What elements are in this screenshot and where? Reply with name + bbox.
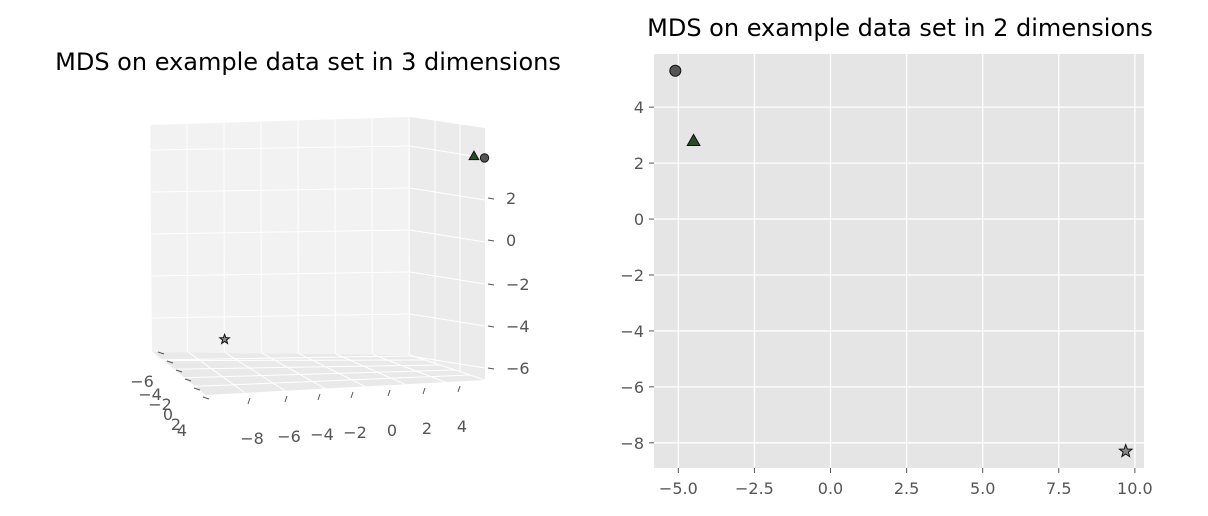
pane-gridline <box>149 271 411 277</box>
floor-gridline <box>183 369 456 379</box>
floor-gridline <box>188 352 246 394</box>
z-tick-label: −2 <box>506 275 530 294</box>
z-tick-label: 2 <box>506 189 516 208</box>
y-tick-label: −2 <box>620 266 644 285</box>
y-tick-label: −6 <box>130 372 154 391</box>
point-star <box>1118 443 1134 458</box>
pane-gridline <box>149 187 411 193</box>
y-tick-label: −8 <box>620 434 644 453</box>
floor-gridline <box>336 353 406 385</box>
x-tick-mark <box>350 391 354 399</box>
y-tick-mark <box>166 360 174 364</box>
y-tick-mark <box>157 351 165 355</box>
chart-2d-title: MDS on example data set in 2 dimensions <box>647 14 1153 42</box>
x-tick-label: −2 <box>343 423 367 442</box>
x-tick-mark <box>387 389 391 397</box>
y-tick-label: 4 <box>634 98 644 117</box>
grid-2d <box>654 54 1144 468</box>
ticks-2d: −5.0 −2.5 0.0 2.5 5.0 7.5 10.0 4 2 0 −2 −4 −6 −8 <box>620 98 1152 498</box>
pane-gridline <box>409 313 486 327</box>
floor-gridline <box>372 354 446 383</box>
grid-3d <box>149 117 486 396</box>
x-tick-label: −5.0 <box>659 479 698 498</box>
x-tick-label: 10.0 <box>1117 479 1153 498</box>
pane-gridline <box>149 145 411 151</box>
chart-2d: MDS on example data set in 2 dimensions … <box>620 14 1152 498</box>
pane-gridline <box>149 355 411 361</box>
x-tick-mark <box>284 395 288 403</box>
pane-gridline <box>409 271 486 285</box>
z-tick-label: −6 <box>506 359 530 378</box>
x-tick-mark <box>457 385 461 393</box>
back-pane <box>150 117 410 355</box>
floor-gridline <box>409 354 486 381</box>
floor-gridline <box>173 364 441 370</box>
floor-gridline <box>299 353 366 387</box>
z-tick-mark <box>487 239 495 242</box>
z-tick-mark <box>487 325 495 328</box>
floor-gridline <box>162 359 426 362</box>
y-tick-label: −4 <box>138 385 162 404</box>
y-tick-mark <box>184 378 192 382</box>
x-tick-label: 2.5 <box>894 479 919 498</box>
point3d-star <box>218 332 231 345</box>
chart-3d-title: MDS on example data set in 3 dimensions <box>55 48 561 76</box>
x-tick-label: 2 <box>422 419 432 438</box>
z-tick-label: −4 <box>506 317 530 336</box>
z-tick-mark <box>487 283 495 286</box>
y-tick-label: 0 <box>634 210 644 229</box>
x-tick-mark <box>422 387 426 395</box>
y-tick-label: −2 <box>148 395 172 414</box>
x-tick-label: 4 <box>457 417 467 436</box>
x-tick-label: −4 <box>310 425 334 444</box>
x-tick-mark <box>247 397 251 405</box>
marks-3d <box>218 150 490 345</box>
y-tick-label: 2 <box>634 154 644 173</box>
x-tick-label: −6 <box>277 427 301 446</box>
point3d-circle <box>479 153 490 163</box>
x-tick-label: 0.0 <box>818 479 843 498</box>
y-tick-mark <box>202 396 210 400</box>
pane-gridline <box>409 229 486 243</box>
point-circle <box>669 64 682 77</box>
z-tick-label: 0 <box>506 231 516 250</box>
y-tick-label: 2 <box>171 415 181 434</box>
marks-2d <box>669 64 1134 458</box>
floor-gridline <box>225 352 286 392</box>
floor-gridline <box>194 374 471 387</box>
pane-gridline <box>409 355 486 369</box>
point-triangle <box>686 133 701 146</box>
y-tick-label: 0 <box>163 405 173 424</box>
plot-area <box>654 54 1144 468</box>
y-tick-label: −4 <box>620 322 644 341</box>
x-tick-label: 0 <box>387 421 397 440</box>
z-tick-mark <box>487 197 495 200</box>
floor-gridline <box>262 352 326 390</box>
y-tick-label: 4 <box>177 421 187 440</box>
x-tick-label: 5.0 <box>970 479 995 498</box>
x-tick-mark <box>317 393 321 401</box>
pane-gridline <box>149 313 411 319</box>
pane-gridline <box>409 187 486 201</box>
point3d-triangle <box>468 150 480 161</box>
z-tick-mark <box>487 367 495 370</box>
floor-gridline <box>151 351 206 396</box>
y-tick-mark <box>175 369 183 373</box>
y-tick-mark <box>193 387 201 391</box>
x-tick-label: 7.5 <box>1046 479 1071 498</box>
y-tick-label: −6 <box>620 378 644 397</box>
pane-gridline <box>149 229 411 235</box>
side-pane <box>410 117 485 380</box>
chart-3d: MDS on example data set in 3 dimensions … <box>55 48 561 448</box>
x-tick-label: −8 <box>240 429 264 448</box>
x-tick-label: −2.5 <box>735 479 774 498</box>
